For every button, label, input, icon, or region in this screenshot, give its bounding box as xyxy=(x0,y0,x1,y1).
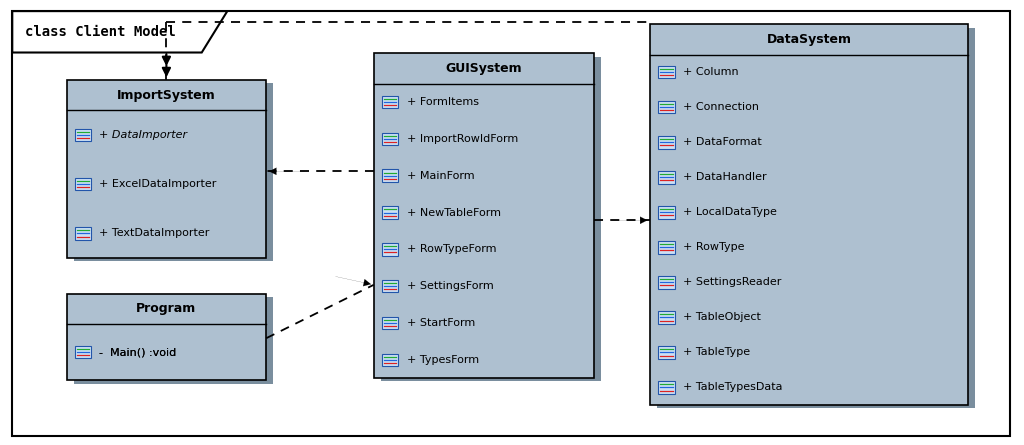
Text: + TableType: + TableType xyxy=(683,348,751,357)
FancyBboxPatch shape xyxy=(658,381,675,394)
Text: + DataFormat: + DataFormat xyxy=(683,138,762,147)
Text: + RowType: + RowType xyxy=(683,243,744,252)
Text: + TypesForm: + TypesForm xyxy=(407,355,478,365)
FancyBboxPatch shape xyxy=(75,227,91,240)
Text: ImportSystem: ImportSystem xyxy=(117,89,216,102)
FancyBboxPatch shape xyxy=(658,346,675,359)
Text: + ImportRowIdForm: + ImportRowIdForm xyxy=(407,134,518,144)
Text: + TextDataImporter: + TextDataImporter xyxy=(99,228,210,239)
Text: + Column: + Column xyxy=(683,67,738,77)
FancyBboxPatch shape xyxy=(650,24,968,405)
FancyBboxPatch shape xyxy=(658,136,675,149)
FancyBboxPatch shape xyxy=(658,241,675,254)
Text: -  Main() :void: - Main() :void xyxy=(99,347,176,357)
FancyBboxPatch shape xyxy=(12,11,1010,436)
FancyBboxPatch shape xyxy=(382,280,398,292)
FancyBboxPatch shape xyxy=(75,346,91,359)
FancyBboxPatch shape xyxy=(67,80,266,258)
Text: + RowTypeForm: + RowTypeForm xyxy=(407,244,496,255)
FancyBboxPatch shape xyxy=(74,83,273,261)
FancyBboxPatch shape xyxy=(75,129,91,141)
FancyBboxPatch shape xyxy=(382,206,398,219)
FancyBboxPatch shape xyxy=(658,311,675,324)
FancyBboxPatch shape xyxy=(381,57,601,381)
Text: -  Main() :void: - Main() :void xyxy=(99,347,176,357)
Text: + ExcelDataImporter: + ExcelDataImporter xyxy=(99,179,217,189)
FancyBboxPatch shape xyxy=(658,171,675,183)
FancyBboxPatch shape xyxy=(382,354,398,366)
Text: + DataHandler: + DataHandler xyxy=(683,172,767,182)
FancyBboxPatch shape xyxy=(382,243,398,255)
FancyBboxPatch shape xyxy=(658,66,675,78)
Text: + Connection: + Connection xyxy=(683,102,759,112)
FancyBboxPatch shape xyxy=(657,28,975,408)
Text: Program: Program xyxy=(136,302,197,316)
FancyBboxPatch shape xyxy=(382,317,398,329)
Text: + SettingsForm: + SettingsForm xyxy=(407,281,494,291)
FancyBboxPatch shape xyxy=(374,53,594,378)
Text: + DataImporter: + DataImporter xyxy=(99,130,187,140)
Text: + TableTypesData: + TableTypesData xyxy=(683,382,782,392)
Text: + MainForm: + MainForm xyxy=(407,171,474,181)
FancyBboxPatch shape xyxy=(382,96,398,108)
Text: + FormItems: + FormItems xyxy=(407,97,478,107)
FancyBboxPatch shape xyxy=(658,101,675,113)
FancyBboxPatch shape xyxy=(382,170,398,182)
FancyBboxPatch shape xyxy=(67,294,266,380)
FancyBboxPatch shape xyxy=(74,297,273,384)
Text: DataSystem: DataSystem xyxy=(766,33,852,46)
FancyBboxPatch shape xyxy=(75,178,91,190)
FancyBboxPatch shape xyxy=(382,133,398,145)
Text: + TableObject: + TableObject xyxy=(683,312,761,322)
Text: class Client Model: class Client Model xyxy=(25,25,175,39)
Text: + StartForm: + StartForm xyxy=(407,318,475,328)
Text: + NewTableForm: + NewTableForm xyxy=(407,207,501,218)
Text: + SettingsReader: + SettingsReader xyxy=(683,277,781,287)
Text: + LocalDataType: + LocalDataType xyxy=(683,207,777,217)
Text: GUISystem: GUISystem xyxy=(445,62,522,75)
Polygon shape xyxy=(12,11,227,53)
FancyBboxPatch shape xyxy=(658,276,675,289)
FancyBboxPatch shape xyxy=(658,206,675,218)
